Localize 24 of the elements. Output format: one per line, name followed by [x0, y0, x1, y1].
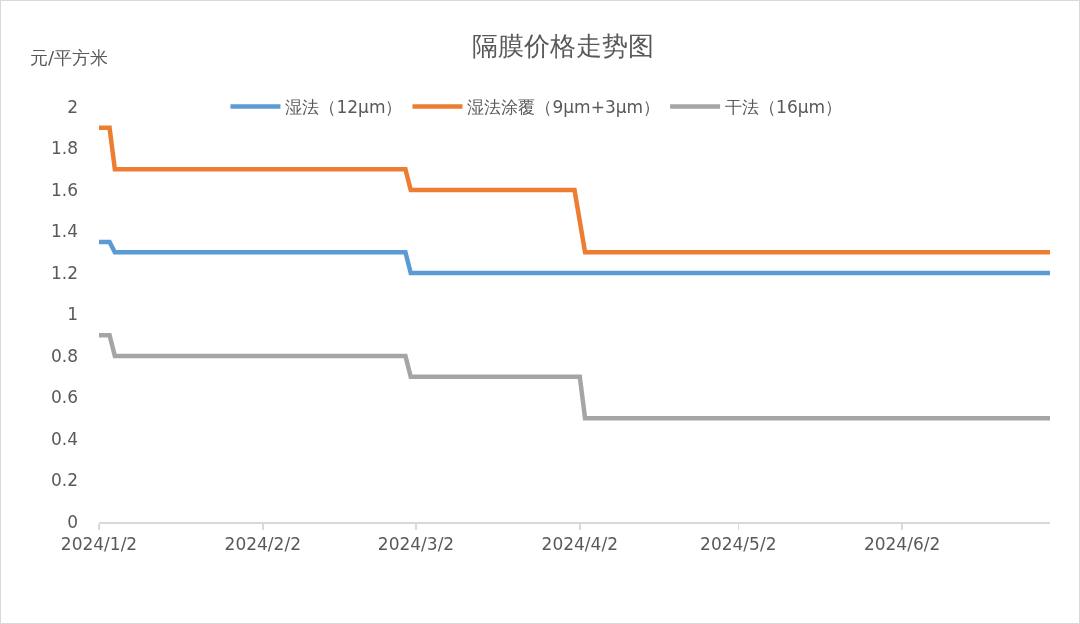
- y-tick-label: 1.8: [50, 138, 78, 159]
- y-tick-label: 0.2: [50, 470, 78, 491]
- y-tick-label: 2: [67, 96, 78, 117]
- line-series: [99, 125, 1050, 255]
- x-tick-label: 2024/4/2: [541, 533, 618, 554]
- x-tick-label: 2024/1/2: [60, 533, 138, 554]
- legend-label: 湿法涂覆（9μm+3μm）: [467, 97, 661, 118]
- y-tick-label: 0.6: [50, 387, 78, 408]
- y-tick-label: 0.8: [50, 345, 78, 366]
- y-tick-label: 0.4: [50, 428, 78, 449]
- y-tick-label: 0: [67, 511, 78, 532]
- y-tick-label: 1.2: [50, 262, 78, 283]
- legend-label: 干法（16μm）: [725, 97, 843, 118]
- line-series: [99, 333, 1050, 421]
- x-tick-label: 2024/2/2: [224, 533, 301, 554]
- chart-title: 隔膜价格走势图: [471, 30, 654, 61]
- x-tick-label: 2024/6/2: [863, 533, 941, 554]
- y-tick-label: 1.6: [50, 179, 78, 200]
- x-tick-label: 2024/5/2: [700, 533, 777, 554]
- y-axis-title: 元/平方米: [30, 47, 109, 68]
- y-tick-label: 1.4: [50, 221, 78, 242]
- y-tick-label: 1: [67, 304, 78, 325]
- legend-label: 湿法（12μm）: [285, 97, 403, 118]
- x-tick-label: 2024/3/2: [377, 533, 455, 554]
